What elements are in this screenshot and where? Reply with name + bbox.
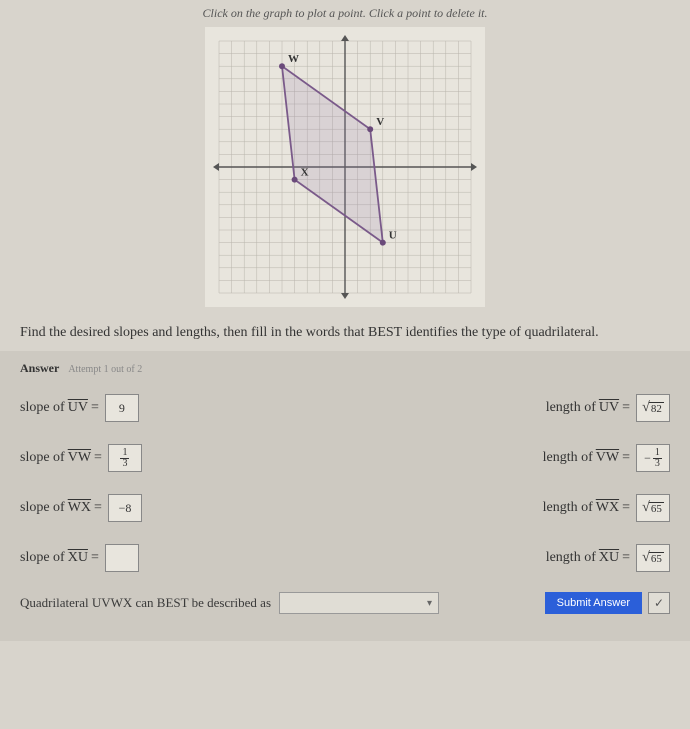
length-xu-cell: length of XU = √65 — [365, 544, 670, 572]
length-uv-input[interactable]: √82 — [636, 394, 670, 422]
length-xu-radicand: 65 — [649, 552, 664, 565]
slope-vw-segment: VW — [68, 450, 91, 466]
length-uv-eq: = — [622, 400, 630, 416]
attempt-text: Attempt 1 out of 2 — [68, 364, 142, 375]
length-vw-input[interactable]: − 13 — [636, 444, 670, 472]
slope-vw-num: 1 — [120, 448, 129, 459]
length-vw-label: length of — [543, 450, 593, 466]
answer-label: Answer — [20, 361, 59, 375]
quadrilateral-type-dropdown[interactable]: ▾ — [279, 592, 439, 614]
slope-vw-label: slope of — [20, 450, 65, 466]
answer-header: Answer Attempt 1 out of 2 — [20, 361, 670, 376]
slope-vw-input[interactable]: 13 — [108, 444, 142, 472]
length-wx-radicand: 65 — [649, 502, 664, 515]
answer-check-box[interactable]: ✓ — [648, 592, 670, 614]
length-wx-label: length of — [543, 500, 593, 516]
slope-wx-segment: WX — [68, 500, 91, 516]
length-xu-label: length of — [546, 550, 596, 566]
chevron-down-icon: ▾ — [427, 598, 432, 609]
length-wx-cell: length of WX = √65 — [365, 494, 670, 522]
length-vw-cell: length of VW = − 13 — [365, 444, 670, 472]
slope-uv-cell: slope of UV = 9 — [20, 394, 325, 422]
plot-instruction: Click on the graph to plot a point. Clic… — [0, 0, 690, 21]
question-prompt: Find the desired slopes and lengths, the… — [20, 325, 670, 341]
slope-wx-input[interactable]: −8 — [108, 494, 142, 522]
length-wx-eq: = — [622, 500, 630, 516]
length-vw-segment: VW — [596, 450, 619, 466]
slope-uv-label: slope of — [20, 400, 65, 416]
slope-xu-input[interactable] — [105, 544, 139, 572]
slope-wx-cell: slope of WX = −8 — [20, 494, 325, 522]
slope-xu-segment: XU — [68, 550, 88, 566]
bottom-row: Quadrilateral UVWX can BEST be described… — [20, 592, 670, 614]
length-xu-eq: = — [622, 550, 630, 566]
length-vw-eq: = — [622, 450, 630, 466]
slope-wx-label: slope of — [20, 500, 65, 516]
slope-vw-eq: = — [94, 450, 102, 466]
length-uv-segment: UV — [599, 400, 619, 416]
slope-uv-eq: = — [91, 400, 99, 416]
svg-text:V: V — [376, 116, 384, 128]
slope-vw-cell: slope of VW = 13 — [20, 444, 325, 472]
length-vw-den: 3 — [653, 459, 662, 469]
length-xu-segment: XU — [599, 550, 619, 566]
submit-answer-button[interactable]: Submit Answer — [545, 592, 642, 614]
length-vw-num: 1 — [653, 448, 662, 459]
length-wx-input[interactable]: √65 — [636, 494, 670, 522]
length-wx-segment: WX — [596, 500, 619, 516]
length-uv-cell: length of UV = √82 — [365, 394, 670, 422]
graph-container: W V U X — [0, 27, 690, 307]
svg-text:U: U — [389, 230, 397, 242]
answer-grid: slope of UV = 9 length of UV = √82 slope… — [20, 394, 670, 572]
slope-xu-cell: slope of XU = — [20, 544, 325, 572]
slope-wx-eq: = — [94, 500, 102, 516]
answer-section: Answer Attempt 1 out of 2 slope of UV = … — [0, 351, 690, 641]
svg-text:W: W — [288, 53, 299, 65]
svg-text:X: X — [301, 167, 309, 179]
slope-uv-input[interactable]: 9 — [105, 394, 139, 422]
slope-vw-den: 3 — [120, 459, 129, 469]
length-uv-radicand: 82 — [649, 402, 664, 415]
slope-uv-segment: UV — [68, 400, 88, 416]
coordinate-graph[interactable]: W V U X — [205, 27, 485, 307]
slope-xu-eq: = — [91, 550, 99, 566]
length-uv-label: length of — [546, 400, 596, 416]
length-vw-neg: − — [644, 451, 651, 466]
length-xu-input[interactable]: √65 — [636, 544, 670, 572]
slope-xu-label: slope of — [20, 550, 65, 566]
description-text: Quadrilateral UVWX can BEST be described… — [20, 595, 271, 611]
